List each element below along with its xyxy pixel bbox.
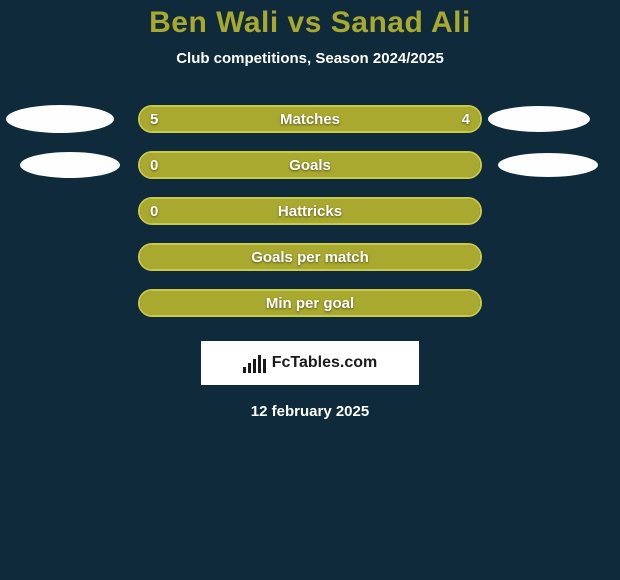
page-title: Ben Wali vs Sanad Ali xyxy=(0,0,620,40)
stat-row: Matches 5 4 xyxy=(0,103,620,135)
stat-left-value: 5 xyxy=(150,111,158,128)
stat-row: Hattricks 0 xyxy=(0,195,620,227)
brand-text: FcTables.com xyxy=(272,354,378,372)
stat-bar: Min per goal xyxy=(138,289,482,317)
stat-right-value: 4 xyxy=(462,111,470,128)
stat-bar: Matches 5 4 xyxy=(138,105,482,133)
stat-label: Hattricks xyxy=(278,203,342,220)
stat-left-value: 0 xyxy=(150,203,158,220)
stat-bar: Goals per match xyxy=(138,243,482,271)
comparison-card: Ben Wali vs Sanad Ali Club competitions,… xyxy=(0,0,620,580)
decorative-ellipse xyxy=(488,106,590,132)
decorative-ellipse xyxy=(20,152,120,178)
bar-chart-icon xyxy=(243,353,266,373)
stat-label: Min per goal xyxy=(266,295,354,312)
stat-row: Goals per match xyxy=(0,241,620,273)
stat-rows: Matches 5 4 Goals 0 Hattricks 0 Goals per match… xyxy=(0,103,620,319)
stat-left-value: 0 xyxy=(150,157,158,174)
stat-label: Matches xyxy=(280,111,340,128)
stat-label: Goals per match xyxy=(251,249,369,266)
stat-row: Goals 0 xyxy=(0,149,620,181)
date-text: 12 february 2025 xyxy=(0,403,620,420)
subtitle: Club competitions, Season 2024/2025 xyxy=(0,50,620,67)
stat-row: Min per goal xyxy=(0,287,620,319)
stat-bar: Goals 0 xyxy=(138,151,482,179)
stat-label: Goals xyxy=(289,157,331,174)
decorative-ellipse xyxy=(6,105,114,133)
brand-box: FcTables.com xyxy=(201,341,419,385)
stat-bar: Hattricks 0 xyxy=(138,197,482,225)
decorative-ellipse xyxy=(498,153,598,177)
